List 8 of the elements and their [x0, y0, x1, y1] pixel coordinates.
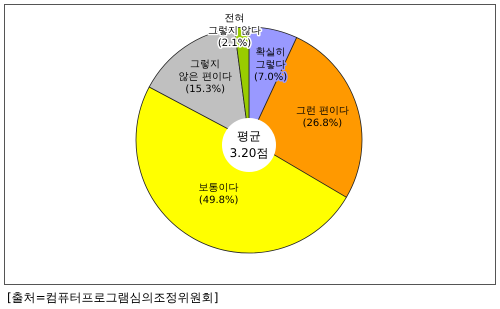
data-label: (49.8%) — [198, 195, 239, 206]
slice-label: 그런 편이다 — [296, 106, 349, 117]
slice-label: 보통이다 — [198, 182, 239, 194]
text: [출처=컴퓨터프로그램심의조정위원회] — [7, 290, 218, 304]
data-label: (26.8%) — [302, 118, 342, 130]
data-label: (15.3%) — [185, 84, 226, 96]
text: 평균 3.20점 — [230, 128, 268, 160]
slice-label: 그렇지 않은 편이다 — [178, 59, 232, 83]
